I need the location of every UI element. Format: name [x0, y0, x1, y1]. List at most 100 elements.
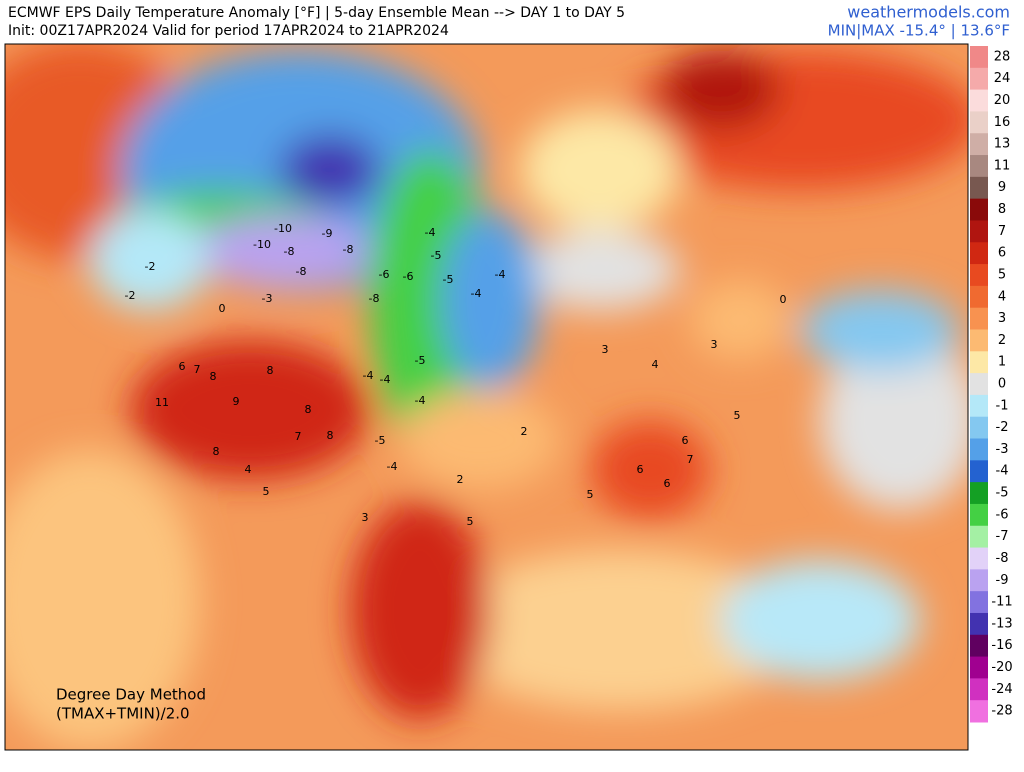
- anomaly-label: 4: [652, 358, 659, 371]
- colorbar-swatch: [970, 503, 988, 527]
- anomaly-label: 6: [179, 360, 186, 373]
- anomaly-label: -4: [425, 226, 436, 239]
- colorbar-label: -13: [991, 616, 1012, 631]
- colorbar-label: 16: [994, 115, 1011, 130]
- colorbar-label: 24: [994, 71, 1011, 86]
- anomaly-label: -4: [387, 460, 398, 473]
- anomaly-label: 6: [664, 477, 671, 490]
- anomaly-label: -2: [145, 260, 156, 273]
- anomaly-label: -4: [380, 373, 391, 386]
- anomaly-label: 3: [711, 338, 718, 351]
- colorbar-swatch: [970, 656, 988, 679]
- colorbar-label: 3: [998, 311, 1006, 326]
- colorbar-swatch: [970, 394, 988, 418]
- colorbar-label: -1: [996, 398, 1009, 413]
- colorbar-label: -20: [991, 660, 1012, 675]
- anomaly-label: -3: [262, 292, 273, 305]
- colorbar-label: 20: [994, 93, 1011, 108]
- anomaly-label: -10: [274, 222, 292, 235]
- colorbar-label: 8: [998, 202, 1006, 217]
- anomaly-label: 8: [327, 429, 334, 442]
- colorbar-swatch: [970, 482, 988, 505]
- anomaly-label: 8: [305, 403, 312, 416]
- anomaly-label: 9: [233, 395, 240, 408]
- anomaly-label: 8: [213, 445, 220, 458]
- colorbar-label: 6: [998, 246, 1006, 261]
- colorbar-label: -28: [991, 704, 1012, 719]
- colorbar-swatch: [970, 416, 988, 440]
- anomaly-label: 4: [245, 463, 252, 476]
- anomaly-label: 2: [457, 473, 464, 486]
- colorbar-label: -7: [996, 529, 1009, 544]
- colorbar-label: 9: [998, 180, 1006, 195]
- colorbar-label: 0: [998, 377, 1006, 392]
- colorbar-swatch: [970, 460, 988, 483]
- colorbar-label: 7: [998, 224, 1006, 239]
- note: Degree Day Method: [56, 686, 206, 704]
- colorbar-swatch: [970, 111, 988, 134]
- colorbar-label: 1: [998, 355, 1006, 370]
- colorbar-swatch: [970, 46, 988, 69]
- colorbar-label: 4: [998, 289, 1006, 304]
- colorbar-swatch: [970, 351, 988, 374]
- note: (TMAX+TMIN)/2.0: [56, 705, 190, 723]
- anomaly-label: -6: [379, 268, 390, 281]
- colorbar-label: 11: [994, 158, 1011, 173]
- anomaly-label: -5: [415, 354, 426, 367]
- colorbar-swatch: [970, 612, 988, 636]
- anomaly-label: 7: [687, 453, 694, 466]
- colorbar-label: -24: [991, 682, 1012, 697]
- colorbar-swatch: [970, 242, 988, 265]
- anomaly-label: -9: [322, 227, 333, 240]
- colorbar-swatch: [970, 176, 988, 200]
- colorbar-swatch: [970, 438, 988, 461]
- anomaly-label: 3: [362, 511, 369, 524]
- colorbar-label: 5: [998, 267, 1006, 282]
- colorbar-swatch: [970, 155, 988, 178]
- colorbar-swatch: [970, 198, 988, 221]
- colorbar-swatch: [970, 285, 988, 309]
- colorbar-swatch: [970, 307, 988, 330]
- colorbar-swatch: [970, 569, 988, 592]
- anomaly-label: 6: [637, 463, 644, 476]
- colorbar-swatch: [970, 678, 988, 701]
- anomaly-label: -8: [343, 243, 354, 256]
- colorbar-label: -6: [996, 507, 1009, 522]
- anomaly-label: 6: [682, 434, 689, 447]
- anomaly-label: -8: [296, 265, 307, 278]
- minmax: MIN|MAX -15.4° | 13.6°F: [828, 22, 1010, 40]
- map-labels: -10 -9-10-8-8-8-8-6 -6-5-5-4-4-4-4 -4-4-4-5…: [125, 222, 787, 528]
- colorbar-label: -9: [996, 573, 1009, 588]
- colorbar-swatch: [970, 634, 988, 658]
- colorbar-swatch: [970, 700, 988, 723]
- colorbar: 28 24 20 16 13 11 9 8 7 6 5 4 3 2 1 0 -1 -2 -3 -4 -5 -6 -7 -8 -9…: [970, 46, 1013, 723]
- anomaly-label: -5: [443, 273, 454, 286]
- anomaly-label: -5: [431, 249, 442, 262]
- subtitle: Init: 00Z17APR2024 Valid for period 17AP…: [8, 23, 449, 39]
- anomaly-label: 5: [467, 515, 474, 528]
- anomaly-label: -4: [363, 369, 374, 382]
- anomaly-label: 11: [155, 396, 169, 409]
- anomaly-label: -4: [471, 287, 482, 300]
- colorbar-label: 28: [994, 49, 1011, 64]
- anomaly-label: -4: [495, 268, 506, 281]
- map-frame: [4, 43, 969, 751]
- colorbar-label: 2: [998, 333, 1006, 348]
- colorbar-swatch: [970, 89, 988, 112]
- colorbar-label: -11: [991, 595, 1012, 610]
- colorbar-label: -5: [996, 486, 1009, 501]
- anomaly-label: 5: [734, 409, 741, 422]
- colorbar-label: -16: [991, 638, 1012, 653]
- colorbar-swatch: [970, 133, 988, 156]
- colorbar-swatch: [970, 329, 988, 352]
- colorbar-swatch: [970, 591, 988, 614]
- anomaly-label: -6: [403, 270, 414, 283]
- anomaly-label: -8: [284, 245, 295, 258]
- colorbar-swatch: [970, 547, 988, 570]
- anomaly-label: -8: [369, 292, 380, 305]
- colorbar-swatch: [970, 525, 988, 549]
- anomaly-label: 8: [267, 364, 274, 377]
- anomaly-label: 7: [295, 430, 302, 443]
